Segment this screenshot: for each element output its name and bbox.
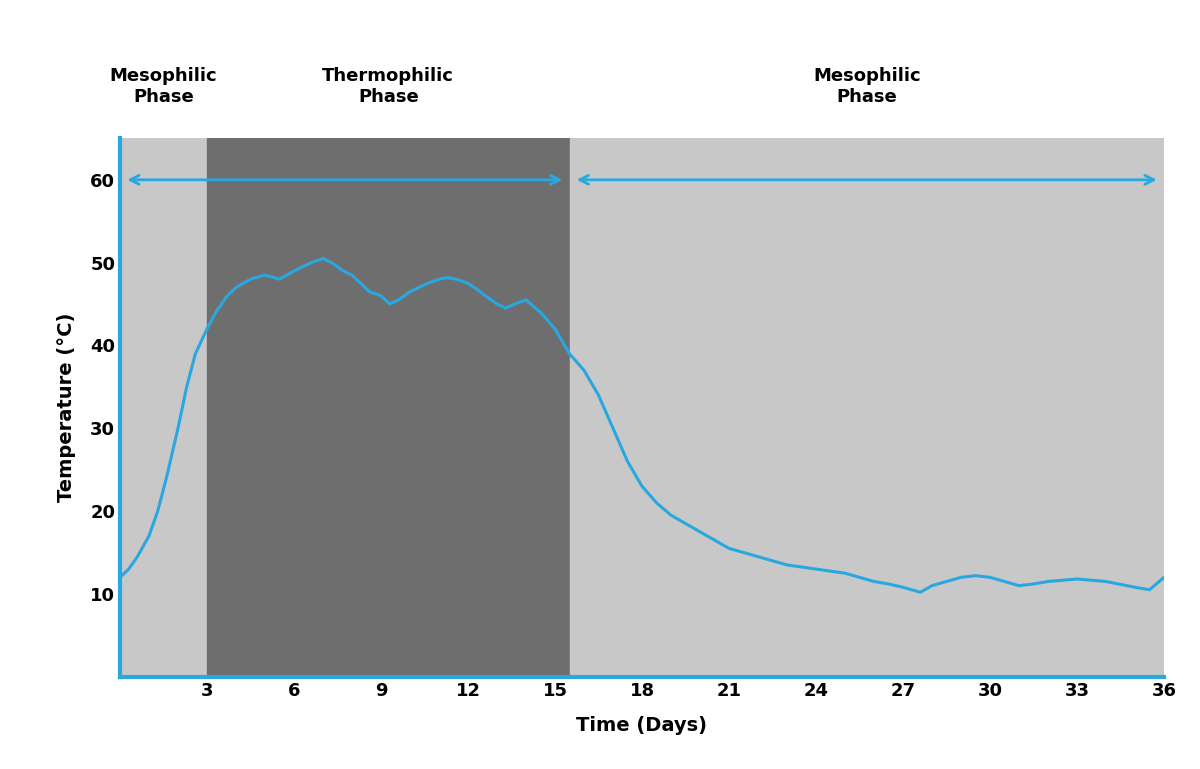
Bar [570,138,1164,677]
X-axis label: Time (Days): Time (Days) [576,716,708,735]
Bar [120,138,208,677]
Bar [208,138,570,677]
Text: Thermophilic
Phase: Thermophilic Phase [323,68,454,106]
Text: Mesophilic
Phase: Mesophilic Phase [109,68,217,106]
Text: Mesophilic
Phase: Mesophilic Phase [812,68,920,106]
Y-axis label: Temperature (°C): Temperature (°C) [58,313,77,502]
